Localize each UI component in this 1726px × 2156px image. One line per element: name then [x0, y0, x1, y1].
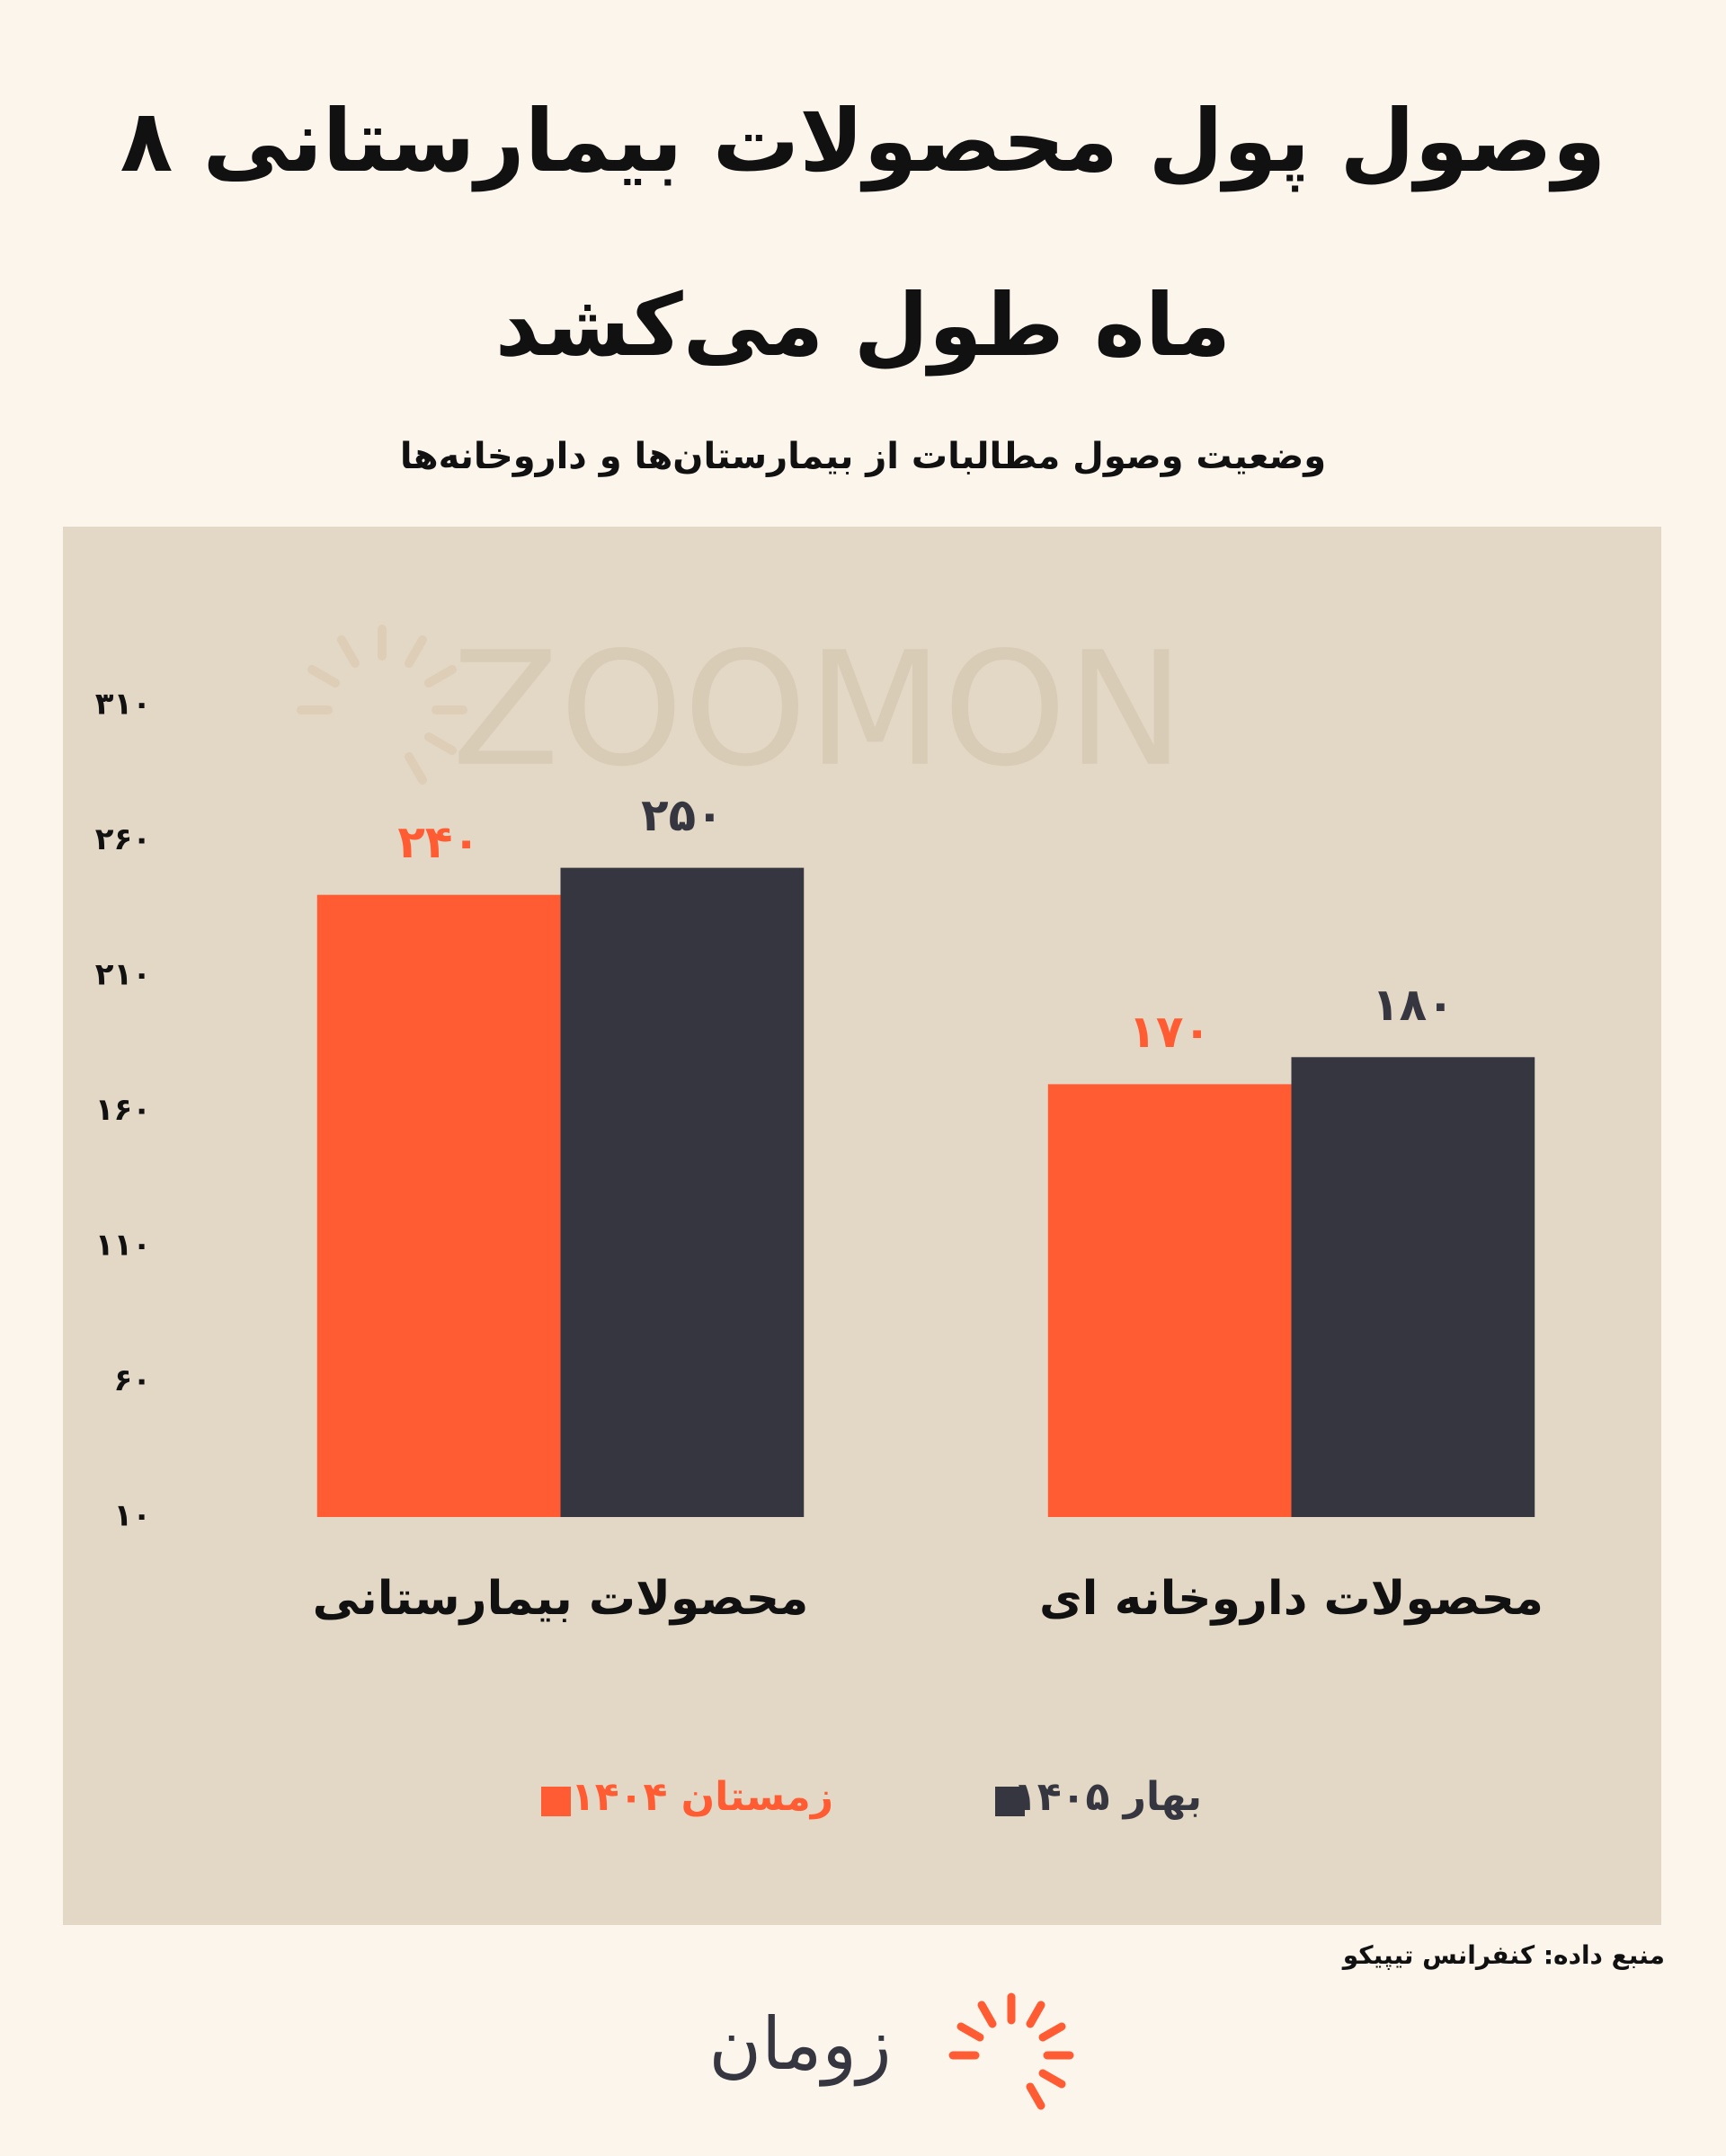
value-label: ۲۵۰	[641, 789, 724, 841]
chart-subtitle: وضعیت وصول مطالبات از بیمارستان‌ها و دار…	[399, 436, 1327, 477]
bar	[1047, 1084, 1292, 1517]
y-tick-label: ۶۰	[113, 1362, 151, 1398]
legend-swatch	[995, 1787, 1025, 1816]
value-label: ۱۸۰	[1372, 979, 1455, 1031]
x-tick-label: محصولات داروخانه ای	[1039, 1572, 1544, 1626]
value-label: ۲۴۰	[397, 816, 480, 868]
legend-label: زمستان ۱۴۰۴	[571, 1774, 833, 1820]
y-tick-label: ۱۶۰	[95, 1092, 151, 1128]
x-tick-label: محصولات بیمارستانی	[313, 1572, 809, 1626]
chart-title: وصول پول محصولات بیمارستانی ۸ ماه طول می…	[120, 91, 1606, 376]
legend-label: بهار ۱۴۰۵	[1013, 1774, 1202, 1820]
bar	[1291, 1057, 1535, 1517]
y-tick-label: ۲۱۰	[95, 957, 151, 993]
y-tick-label: ۱۰	[113, 1498, 151, 1534]
y-tick-label: ۳۱۰	[95, 687, 151, 723]
watermark: ZOOMON	[451, 619, 1184, 802]
bar	[560, 867, 805, 1517]
y-tick-label: ۲۶۰	[95, 821, 151, 857]
legend-swatch	[541, 1787, 571, 1816]
source-note: منبع داده: کنفرانس تیپیکو	[1341, 1940, 1665, 1970]
value-label: ۱۷۰	[1128, 1006, 1211, 1058]
logo-icon	[948, 1992, 1074, 2110]
y-tick-label: ۱۱۰	[95, 1228, 151, 1264]
logo-text: زومان	[708, 2002, 891, 2087]
watermark-icon	[297, 625, 467, 785]
bar	[316, 894, 561, 1517]
